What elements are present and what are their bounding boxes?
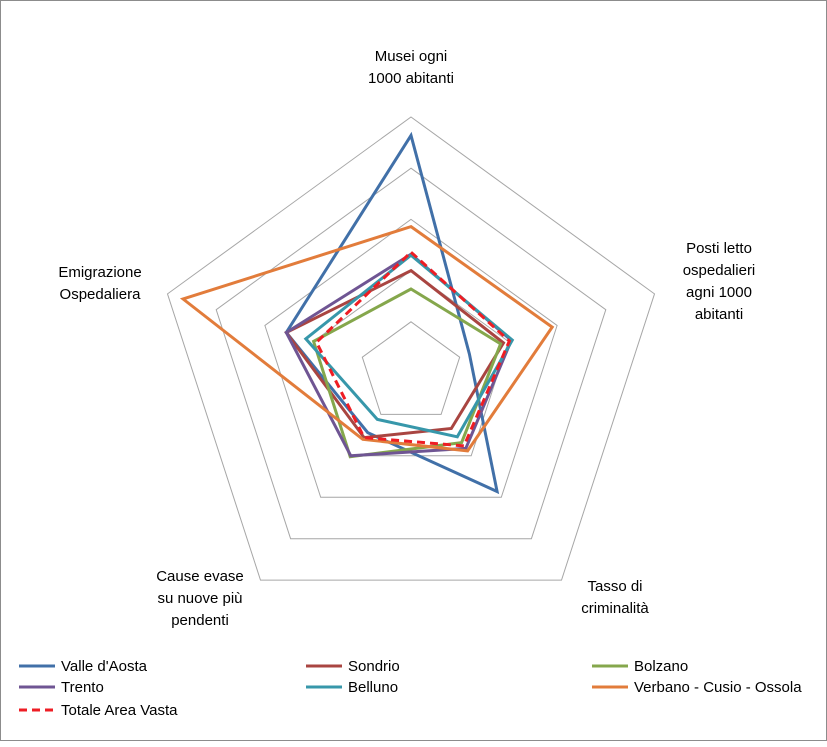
axis-label-line: pendenti	[171, 612, 229, 629]
legend-label: Trento	[61, 679, 104, 696]
axis-label-line: Musei ogni	[375, 48, 448, 65]
axis-label-line: Ospedaliera	[60, 286, 142, 303]
series-line-verbano-cusio-ossola	[179, 224, 555, 453]
gridline-ring	[166, 116, 656, 581]
axis-label-line: Emigrazione	[58, 264, 141, 281]
radar-grid	[166, 116, 656, 581]
axis-label-line: Cause evase	[156, 568, 244, 585]
radar-series	[179, 131, 555, 495]
axis-label-line: 1000 abitanti	[368, 70, 454, 87]
axis-label: Musei ogni 1000 abitanti	[368, 48, 454, 87]
axis-label-line: Posti letto	[686, 240, 752, 257]
axis-label-line: Tasso di	[587, 578, 642, 595]
axis-label-line: agni 1000	[686, 284, 752, 301]
series-line-sondrio	[284, 268, 506, 440]
gridline-ring	[215, 167, 607, 540]
axis-label-line: su nuove più	[157, 590, 242, 607]
gridline-ring	[264, 218, 558, 498]
axis-labels: Musei ogni 1000 abitanti Posti letto ospeda…	[58, 48, 755, 629]
legend-label: Bolzano	[634, 658, 688, 675]
legend-label: Sondrio	[348, 658, 400, 675]
legend-label: Belluno	[348, 679, 398, 696]
axis-label: Emigrazione Ospedaliera	[58, 264, 141, 303]
axis-label: Tasso di criminalità	[581, 578, 649, 617]
axis-label-line: abitanti	[695, 306, 743, 323]
gridline-ring	[361, 321, 461, 415]
legend: Valle d'Aosta Sondrio Bolzano Trento Belluno…	[19, 658, 802, 719]
legend-label: Valle d'Aosta	[61, 658, 148, 675]
axis-label-line: criminalità	[581, 600, 649, 617]
series-line-totale-area-vasta	[314, 250, 512, 448]
axis-label-line: ospedalieri	[683, 262, 756, 279]
axis-label: Cause evase su nuove più pendenti	[156, 568, 244, 629]
axis-label: Posti letto ospedalieri agni 1000 abitanti	[683, 240, 756, 323]
series-line-bolzano	[311, 287, 503, 459]
series-line-belluno	[303, 253, 515, 439]
legend-label: Totale Area Vasta	[61, 702, 178, 719]
legend-label: Verbano - Cusio - Ossola	[634, 679, 802, 696]
